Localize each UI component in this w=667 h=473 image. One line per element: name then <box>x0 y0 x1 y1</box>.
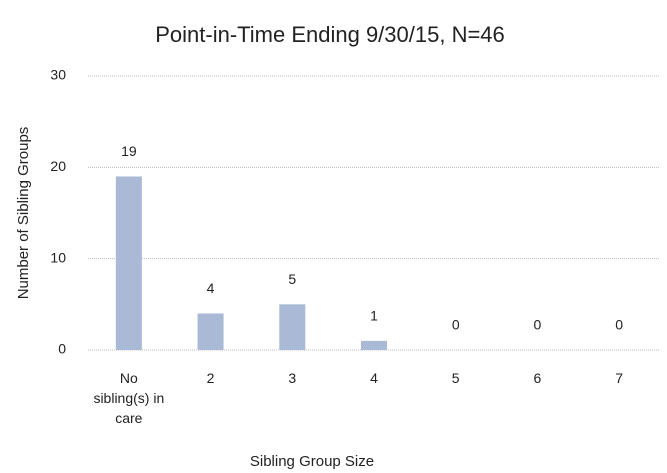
x-tick-label: 6 <box>533 370 542 386</box>
x-tick-label: No sibling(s) in care <box>93 370 165 426</box>
x-axis-label: Sibling Group Size <box>250 453 374 470</box>
bar <box>279 304 306 350</box>
y-tick-label: 20 <box>50 158 66 174</box>
data-label: 5 <box>288 271 296 287</box>
y-tick-label: 30 <box>50 67 66 83</box>
bar <box>197 313 224 350</box>
x-tick-label: 4 <box>370 370 378 386</box>
bar <box>361 340 387 350</box>
data-label: 0 <box>534 317 542 333</box>
chart-title: Point-in-Time Ending 9/30/15, N=46 <box>155 22 505 47</box>
data-label: 1 <box>370 308 378 324</box>
y-tick-label: 10 <box>50 249 66 265</box>
bar <box>115 176 142 350</box>
data-label: 0 <box>452 317 460 333</box>
x-tick-label: 2 <box>206 370 215 386</box>
data-label: 4 <box>207 280 215 296</box>
data-label: 0 <box>615 317 623 333</box>
x-tick-label: 5 <box>451 370 460 386</box>
y-tick-label: 0 <box>58 341 66 357</box>
x-tick-label: 7 <box>615 370 624 386</box>
y-axis-label: Number of Sibling Groups <box>15 127 32 300</box>
data-label: 19 <box>121 143 137 159</box>
x-tick-label: 3 <box>288 370 297 386</box>
